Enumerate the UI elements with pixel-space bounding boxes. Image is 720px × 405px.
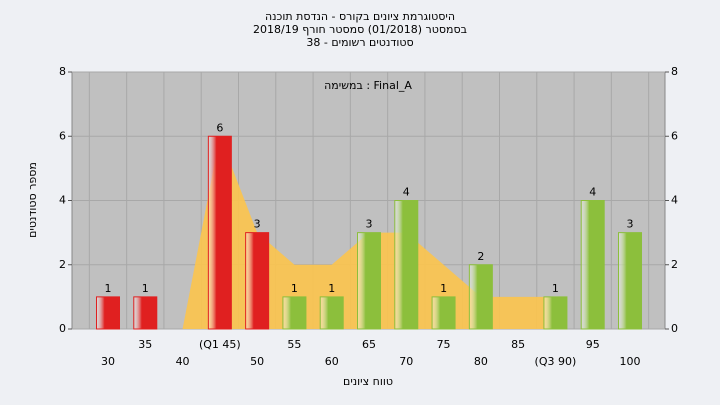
value-label: 4 — [589, 186, 596, 199]
y2-tick-label: 2 — [671, 258, 678, 271]
annotation: Final_A : במשימה — [324, 79, 412, 92]
value-label: 1 — [440, 282, 447, 295]
x-tick-label: 95 — [586, 338, 600, 351]
bar — [580, 200, 605, 330]
value-label: 1 — [291, 282, 298, 295]
bar — [245, 232, 270, 330]
y-tick-label: 0 — [59, 322, 66, 335]
value-label: 3 — [627, 218, 634, 231]
x-tick-label: 35 — [138, 338, 152, 351]
value-label: 3 — [254, 218, 261, 231]
x-tick-label: 40 — [176, 355, 190, 368]
value-label: 1 — [328, 282, 335, 295]
x-tick-label: 75 — [437, 338, 451, 351]
bar — [618, 232, 642, 330]
x-tick-label: 55 — [287, 338, 301, 351]
bar — [357, 232, 381, 330]
x-axis-label: טווח ציונים — [343, 375, 393, 388]
x-tick-label: 100 — [620, 355, 641, 368]
x-tick-label: (Q3 90) — [535, 355, 577, 368]
x-tick-label: 85 — [511, 338, 525, 351]
y2-tick-label: 6 — [671, 129, 678, 142]
bar — [468, 264, 493, 330]
value-label: 6 — [216, 121, 223, 134]
value-label: 1 — [105, 282, 112, 295]
x-tick-label: 80 — [474, 355, 488, 368]
x-tick-label: 30 — [101, 355, 115, 368]
y-tick-label: 8 — [59, 65, 66, 78]
bar — [133, 296, 158, 330]
y2-tick-label: 8 — [671, 65, 678, 78]
chart-title: היסטוגרמת ציונים בקורס - הנדסת תוכנה — [265, 10, 455, 23]
bar — [543, 296, 568, 330]
value-label: 2 — [477, 250, 484, 263]
x-tick-label: 65 — [362, 338, 376, 351]
bar — [96, 296, 120, 330]
y-tick-label: 6 — [59, 129, 66, 142]
chart-subtitle: בסמסטר (01/2018) סמסטר חורף 2018/19 — [253, 23, 467, 36]
chart-subtitle: סטודנטים רשומים - 38 — [306, 36, 413, 49]
bar — [282, 296, 307, 330]
y-axis-label: מספר סטודנטים — [26, 162, 39, 238]
bar — [394, 200, 419, 330]
y2-tick-label: 4 — [671, 194, 678, 207]
x-tick-label: 60 — [325, 355, 339, 368]
x-tick-label: 70 — [399, 355, 413, 368]
value-label: 3 — [366, 218, 373, 231]
bar — [207, 135, 232, 330]
value-label: 1 — [142, 282, 149, 295]
value-label: 4 — [403, 186, 410, 199]
y2-tick-label: 0 — [671, 322, 678, 335]
y-tick-label: 4 — [59, 194, 66, 207]
y-tick-label: 2 — [59, 258, 66, 271]
bar — [319, 296, 344, 330]
x-tick-label: 50 — [250, 355, 264, 368]
x-tick-label: (Q1 45) — [199, 338, 241, 351]
bar — [431, 296, 456, 330]
value-label: 1 — [552, 282, 559, 295]
